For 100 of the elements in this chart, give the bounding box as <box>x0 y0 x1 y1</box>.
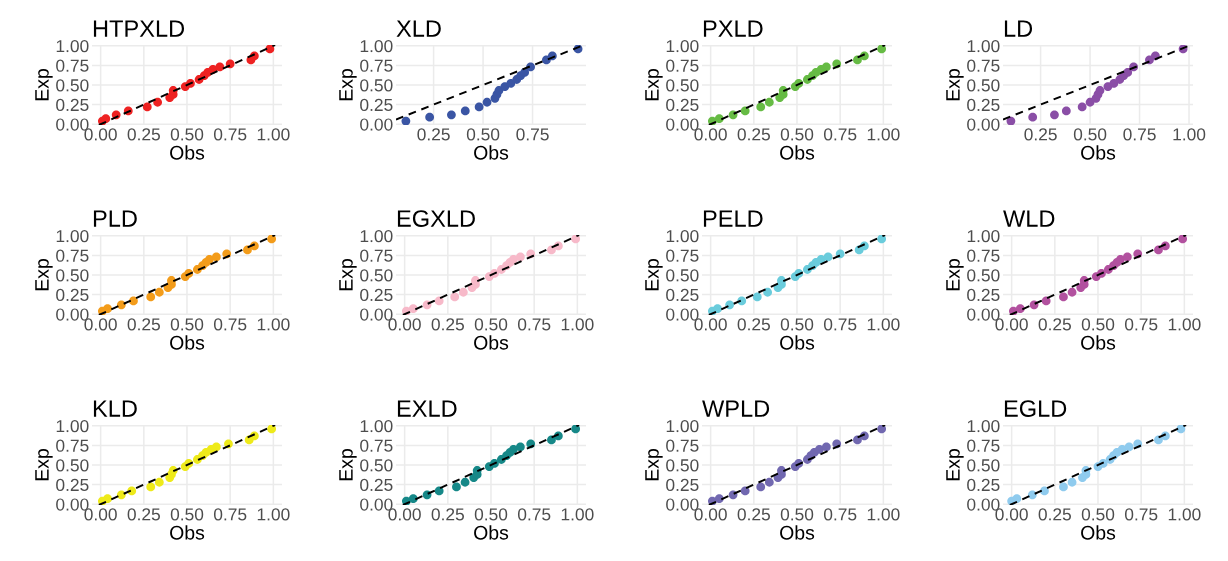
point <box>1109 79 1119 88</box>
x-tick-label: 0.25 <box>1038 508 1071 521</box>
point <box>129 296 138 306</box>
point <box>1061 106 1071 116</box>
point <box>877 45 887 54</box>
y-tick-label: 0.25 <box>666 478 699 492</box>
x-tick-label: 0.25 <box>417 128 450 141</box>
x-tick-label: 0.25 <box>737 508 770 521</box>
y-tick-label: 0.50 <box>967 459 1000 472</box>
y-axis-title: Exp <box>645 259 663 291</box>
y-tick-label: 0.75 <box>360 249 393 262</box>
x-tick-label: 0.25 <box>1038 318 1071 331</box>
x-tick-label: 0.50 <box>780 128 814 141</box>
x-tick-label: 1.00 <box>561 508 594 521</box>
point <box>425 112 435 122</box>
chart-title: PELD <box>703 210 763 227</box>
x-tick-label: 0.50 <box>170 508 204 521</box>
y-tick-label: 0.50 <box>56 459 89 472</box>
x-tick-label: 0.50 <box>1073 128 1107 141</box>
point <box>520 68 530 77</box>
y-axis-title: Exp <box>339 259 357 291</box>
point <box>142 102 152 112</box>
y-tick-label: 1.00 <box>967 39 1000 53</box>
x-tick-label: 0.75 <box>823 508 857 521</box>
point <box>1095 86 1105 95</box>
point <box>506 79 516 88</box>
x-axis-title: Obs <box>1081 145 1116 160</box>
x-axis-title: Obs <box>1081 335 1116 350</box>
y-tick-label: 0.25 <box>967 98 1000 112</box>
point <box>1124 442 1134 452</box>
y-tick-label: 1.00 <box>666 229 699 243</box>
point <box>571 235 581 244</box>
x-tick-label: 1.00 <box>867 318 900 331</box>
point <box>474 102 484 112</box>
point <box>1067 477 1077 487</box>
y-axis-title: Exp <box>946 259 964 291</box>
y-tick-label: 0.75 <box>967 249 1000 262</box>
point <box>482 97 492 107</box>
x-axis-title: Obs <box>780 335 815 350</box>
y-tick-label: 0.25 <box>967 478 1000 492</box>
y-tick-label: 0.75 <box>56 439 89 452</box>
point <box>211 252 221 262</box>
point <box>494 86 504 95</box>
y-tick-label: 0.75 <box>967 59 1000 72</box>
point <box>764 477 774 487</box>
y-tick-label: 0.50 <box>56 79 89 92</box>
y-tick-label: 1.00 <box>360 419 393 433</box>
x-tick-label: 1.00 <box>867 128 900 141</box>
x-tick-label: 0.50 <box>170 318 204 331</box>
y-tick-label: 1.00 <box>967 419 1000 433</box>
x-tick-label: 1.00 <box>1168 508 1201 521</box>
x-tick-label: 0.75 <box>823 128 857 141</box>
x-axis-title: Obs <box>780 145 815 160</box>
point <box>460 477 470 487</box>
x-axis-title: Obs <box>170 335 205 350</box>
point <box>1006 116 1016 125</box>
x-tick-label: 0.50 <box>1081 318 1115 331</box>
chart-title: EXLD <box>397 400 457 417</box>
y-tick-label: 1.00 <box>56 419 89 433</box>
chart-title: KLD <box>93 400 137 417</box>
y-tick-label: 0.75 <box>967 439 1000 452</box>
y-tick-label: 1.00 <box>967 229 1000 243</box>
point <box>401 116 411 125</box>
point <box>1077 102 1087 112</box>
point <box>515 252 525 262</box>
point <box>154 477 164 487</box>
y-tick-label: 0.50 <box>360 79 393 92</box>
point <box>146 482 156 492</box>
x-tick-label: 0.75 <box>213 508 247 521</box>
y-axis-title: Exp <box>946 69 964 101</box>
x-tick-label: 0.25 <box>1024 128 1057 141</box>
y-tick-label: 1.00 <box>360 229 393 243</box>
point <box>1050 110 1059 120</box>
point <box>450 292 460 302</box>
x-tick-label: 1.00 <box>257 318 290 331</box>
y-tick-label: 1.00 <box>360 39 393 53</box>
y-tick-label: 0.50 <box>666 269 699 282</box>
point <box>1059 482 1068 492</box>
x-tick-label: 0.25 <box>127 128 160 141</box>
x-tick-label: 0.50 <box>466 128 500 141</box>
y-tick-label: 1.00 <box>666 39 699 53</box>
point <box>877 235 887 244</box>
chart-title: PLD <box>93 210 137 227</box>
point <box>447 110 456 120</box>
point <box>752 292 762 302</box>
x-axis-title: Obs <box>170 525 205 540</box>
x-axis-title: Obs <box>1081 525 1116 540</box>
x-axis-title: Obs <box>170 145 205 160</box>
point <box>763 287 773 297</box>
x-tick-label: 0.50 <box>1081 508 1115 521</box>
y-tick-label: 1.00 <box>666 419 699 433</box>
y-tick-label: 0.25 <box>360 288 393 302</box>
x-tick-label: 0.25 <box>737 128 770 141</box>
y-tick-label: 0.75 <box>56 249 89 262</box>
chart-title: WPLD <box>702 400 770 417</box>
point <box>1040 486 1049 496</box>
y-tick-label: 0.25 <box>666 98 699 112</box>
point <box>103 304 112 314</box>
x-tick-label: 0.50 <box>170 128 204 141</box>
y-axis-title: Exp <box>645 449 663 481</box>
